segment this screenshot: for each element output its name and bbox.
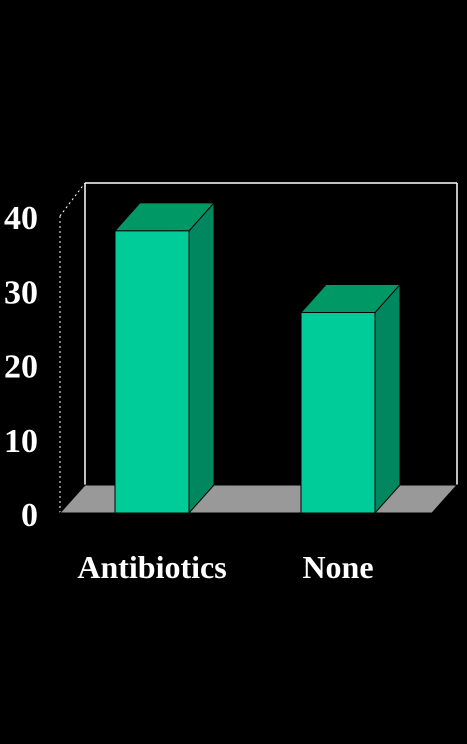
bar-none bbox=[299, 283, 402, 515]
y-tick-label-40: 40 bbox=[4, 200, 38, 237]
y-tick-label-30: 30 bbox=[4, 274, 38, 311]
side-wall-top-edge bbox=[59, 182, 86, 217]
chart-bars bbox=[113, 201, 402, 515]
x-axis: Antibiotics None bbox=[77, 549, 373, 585]
bar-side-face bbox=[188, 201, 215, 515]
bar-antibiotics bbox=[113, 201, 216, 515]
chart-frame bbox=[59, 182, 458, 513]
y-tick-label-0: 0 bbox=[21, 497, 38, 534]
y-tick-label-10: 10 bbox=[4, 423, 38, 460]
bar-side-face bbox=[374, 283, 401, 515]
x-category-label-none: None bbox=[302, 549, 373, 585]
bar-front-face bbox=[300, 312, 376, 514]
y-tick-label-20: 20 bbox=[4, 349, 38, 386]
bar-front-face bbox=[114, 230, 190, 514]
y-axis: 0 10 20 30 40 bbox=[4, 200, 38, 534]
x-category-label-antibiotics: Antibiotics bbox=[77, 549, 226, 585]
